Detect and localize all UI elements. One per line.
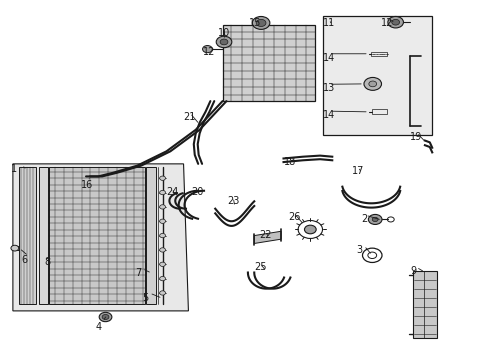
Text: 20: 20	[190, 187, 203, 197]
Text: 1: 1	[11, 164, 18, 174]
Circle shape	[159, 233, 165, 238]
Polygon shape	[19, 167, 36, 304]
Text: 4: 4	[96, 321, 102, 332]
Text: 9: 9	[409, 266, 416, 276]
Circle shape	[371, 217, 377, 222]
Text: 22: 22	[259, 230, 271, 240]
Text: 25: 25	[254, 262, 266, 273]
Circle shape	[252, 17, 269, 30]
Circle shape	[159, 276, 165, 281]
Text: 14: 14	[322, 110, 334, 120]
Text: 23: 23	[227, 196, 239, 206]
Text: 8: 8	[44, 257, 51, 267]
Polygon shape	[49, 167, 144, 304]
Text: 13: 13	[322, 83, 334, 93]
Polygon shape	[322, 16, 431, 135]
Circle shape	[216, 36, 231, 48]
Circle shape	[159, 190, 165, 195]
Polygon shape	[13, 164, 188, 311]
Circle shape	[159, 248, 165, 252]
Circle shape	[304, 225, 316, 234]
Text: 2: 2	[361, 214, 367, 224]
Text: 3: 3	[356, 244, 362, 255]
Text: 15: 15	[249, 18, 261, 28]
Circle shape	[220, 39, 227, 45]
Text: 7: 7	[135, 268, 141, 278]
Text: 6: 6	[21, 255, 27, 265]
Text: 26: 26	[288, 212, 300, 222]
Circle shape	[11, 245, 19, 251]
Polygon shape	[412, 271, 436, 338]
Text: 21: 21	[183, 112, 196, 122]
Text: 14: 14	[322, 53, 334, 63]
Text: 12: 12	[380, 18, 393, 28]
Polygon shape	[222, 25, 315, 101]
Polygon shape	[254, 231, 281, 243]
Circle shape	[159, 219, 165, 224]
Polygon shape	[146, 167, 156, 304]
Text: 16: 16	[81, 180, 93, 190]
Circle shape	[256, 19, 265, 27]
Text: 12: 12	[203, 47, 215, 57]
Text: 19: 19	[409, 132, 422, 141]
Text: 18: 18	[283, 157, 295, 167]
Circle shape	[367, 215, 381, 225]
Circle shape	[387, 17, 403, 28]
Circle shape	[159, 176, 165, 180]
Text: 10: 10	[217, 28, 229, 37]
Circle shape	[159, 205, 165, 209]
Circle shape	[159, 291, 165, 295]
Text: 5: 5	[142, 293, 148, 303]
Circle shape	[159, 262, 165, 266]
Circle shape	[99, 312, 112, 321]
Circle shape	[102, 315, 109, 319]
Circle shape	[202, 45, 212, 53]
Text: 11: 11	[322, 18, 334, 28]
Circle shape	[368, 81, 376, 87]
Text: 24: 24	[166, 187, 179, 197]
Polygon shape	[39, 167, 48, 304]
Circle shape	[391, 19, 399, 25]
Circle shape	[363, 77, 381, 90]
Text: 17: 17	[351, 166, 364, 176]
